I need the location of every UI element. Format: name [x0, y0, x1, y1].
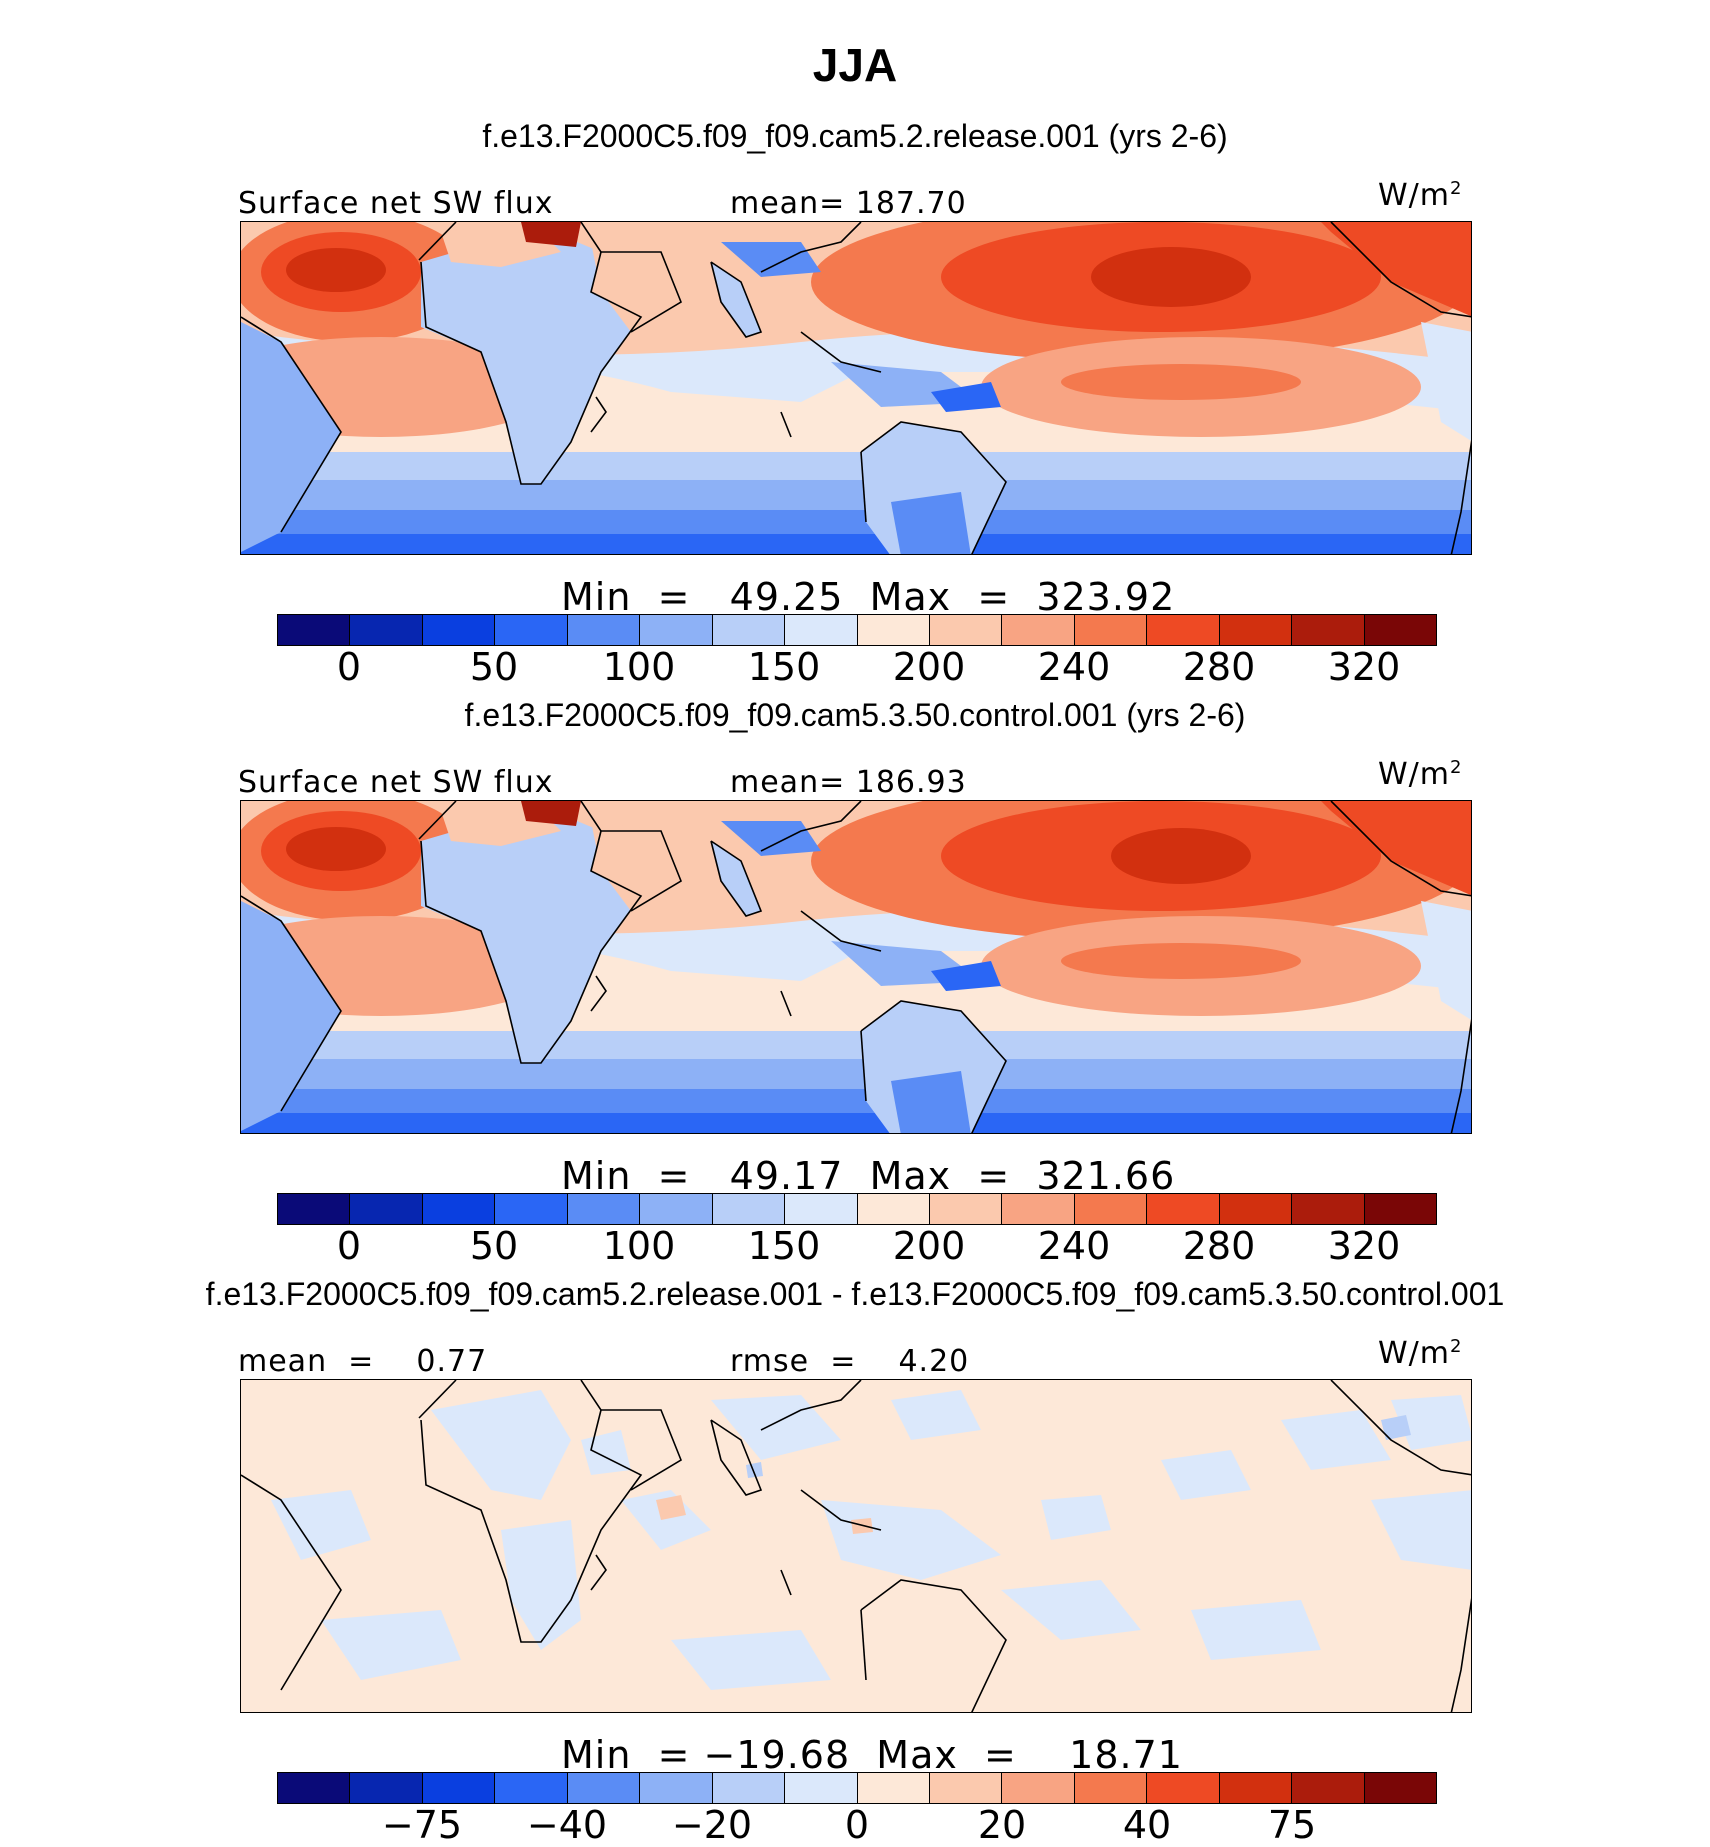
- colorbar-swatch: [1074, 1773, 1148, 1803]
- colorbar-swatch: [640, 1194, 713, 1224]
- colorbar-swatch: [1002, 1194, 1075, 1224]
- panel-2-minmax-label: Min = 49.17 Max = 321.66: [561, 1154, 1176, 1198]
- panel-3-colorbar: [277, 1772, 1437, 1804]
- colorbar-swatch: [422, 1773, 496, 1803]
- colorbar-swatch: [350, 1194, 423, 1224]
- panel-2-tick: 150: [747, 1224, 821, 1268]
- panel-3-tick: −20: [671, 1803, 753, 1847]
- colorbar-swatch: [1147, 615, 1220, 645]
- colorbar-swatch: [1292, 1194, 1365, 1224]
- colorbar-swatch: [857, 1194, 930, 1224]
- panel-2-tick: 100: [602, 1224, 676, 1268]
- panel-3-units-label: W/m2: [1378, 1336, 1463, 1371]
- panel-1-tick: 50: [469, 645, 519, 689]
- panel-1-tick: 0: [336, 645, 362, 689]
- colorbar-swatch: [1147, 1194, 1220, 1224]
- colorbar-swatch: [785, 1773, 858, 1803]
- panel-3-rmse-label: rmse = 4.20: [730, 1344, 970, 1379]
- panel-1-variable-label: Surface net SW flux: [238, 186, 554, 221]
- panel-3-tick: 40: [1122, 1803, 1172, 1847]
- panel-2-map-field: [241, 801, 1471, 1133]
- colorbar-swatch: [495, 1773, 568, 1803]
- panel-3-map-field: [241, 1380, 1471, 1712]
- colorbar-swatch: [929, 615, 1003, 645]
- colorbar-swatch: [1147, 1773, 1220, 1803]
- panel-1-tick: 240: [1037, 645, 1111, 689]
- panel-3-mean-label: mean = 0.77: [238, 1344, 488, 1379]
- chart-title: JJA: [812, 39, 898, 91]
- panel-1-minmax-label: Min = 49.25 Max = 323.92: [561, 575, 1176, 619]
- colorbar-swatch: [1002, 1773, 1075, 1803]
- colorbar-swatch: [278, 615, 351, 645]
- colorbar-swatch: [422, 615, 496, 645]
- colorbar-swatch: [857, 1773, 930, 1803]
- colorbar-swatch: [857, 615, 930, 645]
- panel-2-colorbar: [277, 1193, 1437, 1225]
- colorbar-swatch: [1219, 1194, 1293, 1224]
- panel-2-map: [240, 800, 1472, 1134]
- colorbar-swatch: [929, 1194, 1003, 1224]
- colorbar-swatch: [1002, 615, 1075, 645]
- panel-2-mean-label: mean= 186.93: [730, 765, 967, 800]
- colorbar-swatch: [422, 1194, 496, 1224]
- colorbar-swatch: [1074, 615, 1148, 645]
- colorbar-swatch: [350, 1773, 423, 1803]
- colorbar-swatch: [567, 1773, 641, 1803]
- colorbar-swatch: [495, 1194, 568, 1224]
- panel-2-tick: 320: [1327, 1224, 1401, 1268]
- panel-1-tick: 320: [1327, 645, 1401, 689]
- panel-2-variable-label: Surface net SW flux: [238, 765, 554, 800]
- colorbar-swatch: [640, 1773, 713, 1803]
- panel-1-map: [240, 221, 1472, 555]
- colorbar-swatch: [278, 1194, 351, 1224]
- panel-2-tick: 0: [336, 1224, 362, 1268]
- colorbar-swatch: [1364, 1773, 1436, 1803]
- panel-1-colorbar: [277, 614, 1437, 646]
- panel-3-tick: 20: [977, 1803, 1027, 1847]
- panel-1-tick: 280: [1182, 645, 1256, 689]
- panel-2-units-label: W/m2: [1378, 757, 1463, 792]
- panel-1-units-label: W/m2: [1378, 178, 1463, 213]
- panel-1-mean-label: mean= 187.70: [730, 186, 967, 221]
- colorbar-swatch: [1292, 615, 1365, 645]
- colorbar-swatch: [567, 1194, 641, 1224]
- panel-1-tick: 150: [747, 645, 821, 689]
- colorbar-swatch: [495, 615, 568, 645]
- panel-3-tick: −40: [526, 1803, 608, 1847]
- colorbar-swatch: [1364, 615, 1436, 645]
- panel-1-tick: 200: [892, 645, 966, 689]
- colorbar-swatch: [1292, 1773, 1365, 1803]
- colorbar-swatch: [350, 615, 423, 645]
- panel-2-tick: 280: [1182, 1224, 1256, 1268]
- panel-1-map-field: [241, 222, 1471, 554]
- colorbar-swatch: [785, 1194, 858, 1224]
- panel-3-minmax-label: Min = −19.68 Max = 18.71: [561, 1733, 1183, 1777]
- colorbar-swatch: [712, 1194, 786, 1224]
- panel-2-tick: 200: [892, 1224, 966, 1268]
- panel-2-tick: 50: [469, 1224, 519, 1268]
- panel-3-tick: 75: [1267, 1803, 1317, 1847]
- colorbar-swatch: [567, 615, 641, 645]
- colorbar-swatch: [1219, 1773, 1293, 1803]
- panel-1-tick: 100: [602, 645, 676, 689]
- colorbar-swatch: [640, 615, 713, 645]
- colorbar-swatch: [278, 1773, 351, 1803]
- panel-2-subtitle: f.e13.F2000C5.f09_f09.cam5.3.50.control.…: [464, 697, 1246, 733]
- colorbar-swatch: [929, 1773, 1003, 1803]
- panel-2-tick: 240: [1037, 1224, 1111, 1268]
- colorbar-swatch: [785, 615, 858, 645]
- colorbar-swatch: [1074, 1194, 1148, 1224]
- panel-3-tick: 0: [844, 1803, 870, 1847]
- panel-3-map: [240, 1379, 1472, 1713]
- colorbar-swatch: [712, 615, 786, 645]
- colorbar-swatch: [1364, 1194, 1436, 1224]
- panel-3-subtitle: f.e13.F2000C5.f09_f09.cam5.2.release.001…: [205, 1276, 1505, 1312]
- colorbar-swatch: [712, 1773, 786, 1803]
- panel-1-subtitle: f.e13.F2000C5.f09_f09.cam5.2.release.001…: [482, 118, 1228, 154]
- panel-3-tick: −75: [381, 1803, 463, 1847]
- colorbar-swatch: [1219, 615, 1293, 645]
